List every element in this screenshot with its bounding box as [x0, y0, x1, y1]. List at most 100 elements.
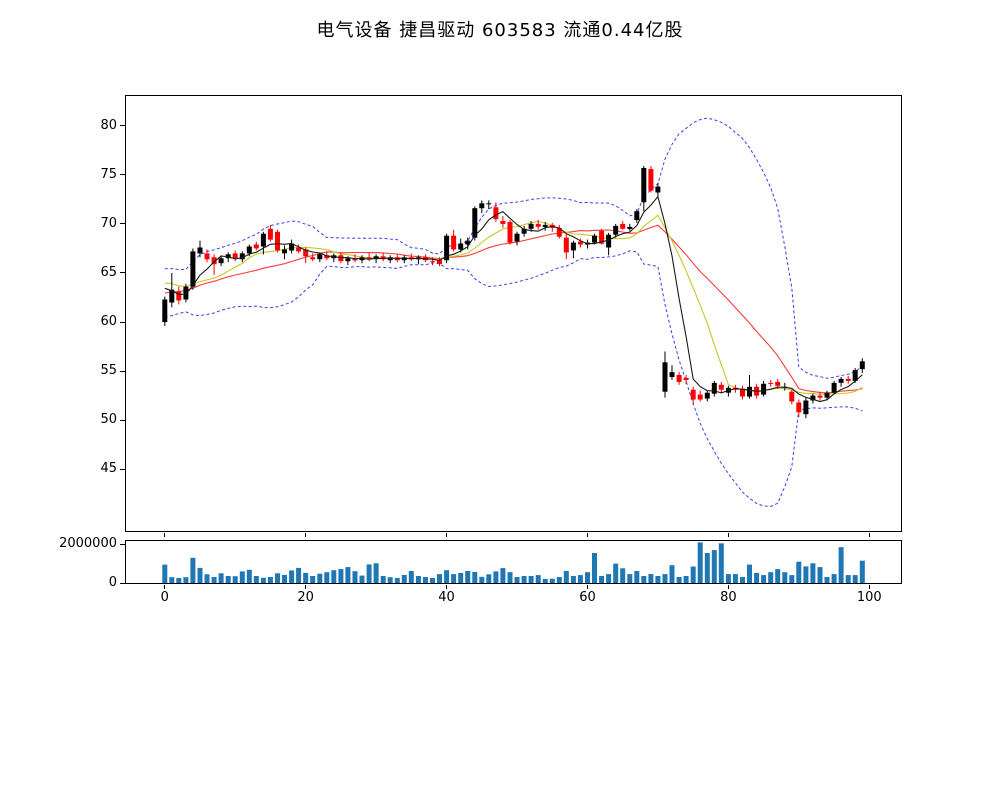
bollinger-upper-band	[164, 117, 863, 379]
volume-bar	[606, 574, 612, 583]
volume-bar	[500, 568, 506, 583]
volume-y-tick-label: 2000000	[59, 536, 117, 552]
volume-bar	[676, 577, 682, 583]
candle-body	[282, 249, 287, 254]
volume-bar	[577, 575, 583, 583]
volume-x-tick-mark	[164, 584, 166, 589]
volume-x-tick-mark	[305, 584, 307, 589]
candle-body	[662, 362, 668, 392]
volume-bar	[718, 543, 724, 583]
candle-body	[239, 253, 245, 260]
candle-body	[472, 208, 478, 238]
candle-body	[500, 221, 506, 224]
candle-body	[768, 382, 774, 384]
candle-body	[486, 203, 492, 205]
candle-body	[648, 169, 654, 191]
x-tick-label: 100	[856, 590, 882, 605]
volume-bar	[859, 560, 865, 583]
volume-bar	[401, 574, 407, 583]
candle-body	[458, 243, 464, 250]
candle-body	[570, 242, 576, 251]
volume-bar	[408, 571, 414, 583]
candle-body	[845, 378, 851, 381]
candle-body	[542, 224, 548, 227]
candle-body	[479, 203, 485, 209]
candle-body	[740, 388, 745, 397]
volume-bar	[282, 574, 287, 583]
volume-bar	[542, 578, 548, 583]
price-y-tick-mark	[120, 174, 125, 176]
volume-bar	[585, 572, 590, 583]
volume-y-tick-mark	[120, 543, 125, 545]
ma20-line	[164, 224, 863, 394]
volume-bar	[169, 577, 175, 583]
volume-bar	[754, 572, 760, 583]
candle-body	[317, 254, 323, 260]
candle-body	[613, 225, 619, 235]
volume-bar	[852, 575, 858, 583]
volume-bar	[232, 576, 238, 583]
x-tick-label: 40	[438, 590, 455, 605]
volume-bar	[458, 572, 464, 583]
candle-body	[401, 257, 407, 261]
candle-body	[204, 253, 210, 260]
volume-bar	[634, 571, 640, 583]
volume-bar	[380, 576, 386, 583]
price-y-tick-mark	[120, 223, 125, 225]
candle-body	[831, 382, 837, 393]
volume-bar	[422, 577, 428, 583]
candle-body	[444, 235, 450, 261]
candle-body	[289, 243, 295, 251]
volume-bar	[782, 572, 788, 583]
price-y-tick-label: 45	[100, 461, 117, 477]
price-y-tick-mark	[120, 468, 125, 470]
price-x-tick-mark	[446, 532, 448, 537]
candle-body	[535, 223, 541, 227]
volume-bar	[303, 572, 309, 583]
volume-bar	[275, 573, 280, 583]
volume-bar	[225, 576, 231, 583]
candle-body	[246, 246, 252, 254]
price-chart-panel	[125, 95, 902, 532]
candle-body	[859, 361, 865, 370]
candle-body	[620, 223, 626, 229]
volume-bar	[775, 569, 781, 583]
candle-body	[493, 207, 499, 220]
volume-bar	[190, 557, 196, 583]
candle-body	[507, 222, 513, 243]
volume-bar	[437, 574, 442, 583]
candle-body	[803, 400, 809, 415]
volume-bar	[740, 577, 745, 583]
volume-bar	[599, 576, 605, 583]
volume-bar	[535, 575, 541, 583]
volume-bar	[725, 574, 731, 583]
volume-bar	[817, 567, 823, 583]
volume-bar	[331, 570, 337, 583]
volume-bar	[669, 565, 675, 583]
candle-body	[761, 383, 767, 395]
price-y-tick-label: 60	[100, 314, 117, 330]
candle-body	[176, 291, 182, 301]
volume-bar	[768, 572, 774, 583]
volume-bar	[620, 568, 626, 583]
ma5-line	[164, 195, 863, 403]
volume-bar	[352, 571, 358, 583]
volume-bar	[627, 574, 633, 583]
volume-bar	[648, 574, 654, 583]
volume-x-tick-mark	[727, 584, 729, 589]
volume-bar	[211, 577, 217, 583]
volume-bar	[521, 576, 527, 583]
volume-bar	[253, 576, 259, 583]
candle-body	[824, 392, 830, 398]
candle-body	[683, 378, 689, 380]
volume-bar	[338, 569, 344, 583]
price-x-tick-mark	[305, 532, 307, 537]
price-y-tick-mark	[120, 272, 125, 274]
volume-bar	[366, 564, 372, 583]
volume-bar	[528, 576, 534, 583]
candle-body	[747, 386, 752, 397]
volume-bar	[486, 574, 492, 583]
candle-body	[655, 186, 661, 193]
candle-body	[676, 375, 682, 382]
